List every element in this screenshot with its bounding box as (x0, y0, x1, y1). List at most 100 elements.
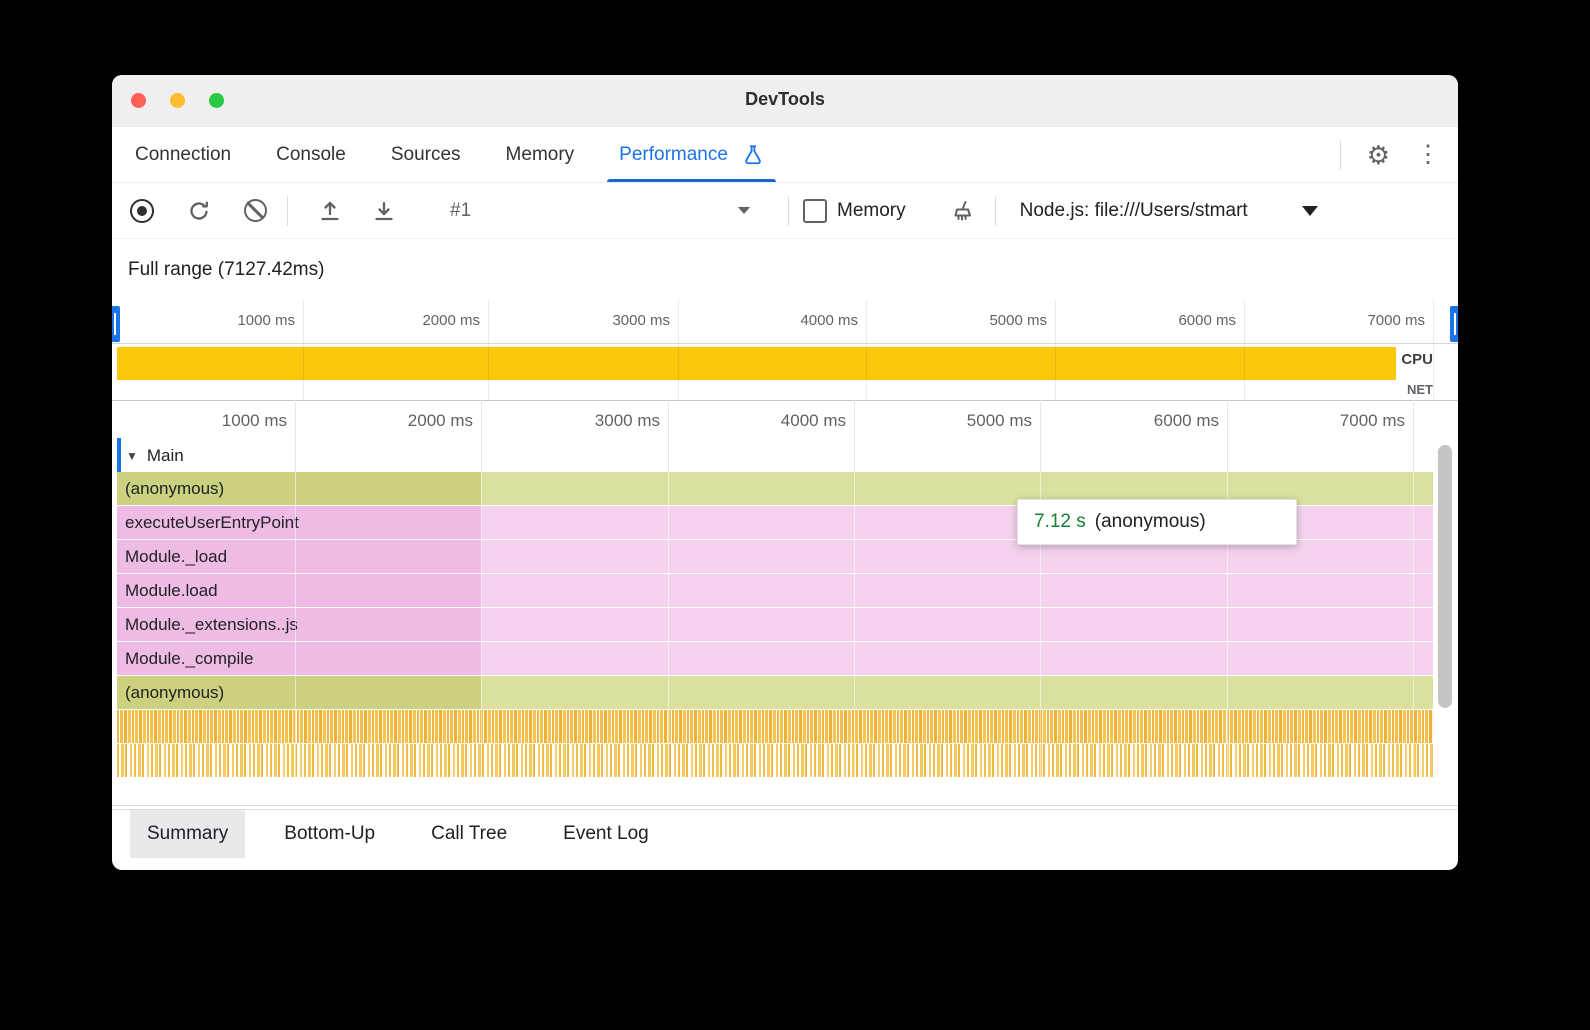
flame-bar[interactable]: Module._compile (117, 642, 1433, 675)
gridline (854, 472, 855, 777)
cpu-activity-bar[interactable] (117, 347, 1396, 380)
performance-toolbar: #1 Memory Node.js: file:///Users/stmart (112, 183, 1458, 239)
full-range-label: Full range (7127.42ms) (128, 259, 325, 280)
gridline (866, 300, 867, 400)
flame-bar[interactable]: Module._extensions..js (117, 608, 1433, 641)
tab-memory[interactable]: Memory (505, 143, 575, 165)
vertical-scrollbar[interactable] (1438, 445, 1452, 708)
javascript-vm-instance-value: Node.js: file:///Users/stmart (1019, 199, 1248, 221)
flame-tooltip: 7.12 s (anonymous) (1017, 499, 1297, 545)
gridline (1244, 300, 1245, 400)
tooltip-label: (anonymous) (1094, 511, 1206, 532)
details-tab-bar: Summary Bottom-Up Call Tree Event Log (112, 809, 1458, 858)
devtools-tab-bar: Connection Console Sources Memory Perfor… (112, 127, 1458, 183)
flame-tick: 5000 ms (966, 411, 1032, 430)
overview-tick: 3000 ms (612, 312, 670, 329)
main-track-header[interactable]: ▼ Main (126, 440, 184, 472)
overview-tick: 2000 ms (422, 312, 480, 329)
tab-summary[interactable]: Summary (130, 810, 246, 858)
cpu-track-label: CPU (1401, 351, 1433, 368)
flame-bar[interactable]: Module.load (117, 574, 1433, 607)
gridline (295, 400, 296, 472)
fullscreen-window-button[interactable] (209, 93, 224, 108)
gridline (1227, 472, 1228, 777)
range-handle-right[interactable] (1450, 306, 1458, 342)
tab-bottom-up[interactable]: Bottom-Up (284, 823, 376, 844)
record-icon[interactable] (130, 198, 154, 223)
chevron-down-icon (738, 207, 750, 214)
flame-bar-label: (anonymous) (125, 479, 225, 498)
flame-bar-label: Module._compile (125, 649, 254, 668)
flame-activity-band[interactable] (117, 744, 1433, 777)
flame-bar[interactable]: Module._load (117, 540, 1433, 573)
collapse-triangle-icon: ▼ (126, 449, 138, 463)
gridline (1413, 400, 1414, 472)
tab-bar-right-controls: ⚙ ⋮ (1339, 127, 1458, 182)
minimize-window-button[interactable] (170, 93, 185, 108)
save-profile-icon[interactable] (372, 199, 396, 223)
overview-tick: 6000 ms (1178, 312, 1236, 329)
reload-and-record-icon[interactable] (187, 199, 211, 223)
gridline (1040, 400, 1041, 472)
profile-select[interactable]: #1 (436, 192, 764, 230)
divider (112, 343, 1458, 344)
divider (1339, 139, 1341, 170)
gridline (678, 300, 679, 400)
flame-activity-band[interactable] (117, 710, 1433, 743)
close-window-button[interactable] (131, 93, 146, 108)
divider (112, 805, 1458, 806)
gridline (488, 300, 489, 400)
divider (287, 195, 288, 226)
tab-connection[interactable]: Connection (135, 143, 232, 165)
gridline (854, 400, 855, 472)
javascript-vm-instance-select[interactable]: Node.js: file:///Users/stmart (1020, 200, 1318, 222)
clear-icon[interactable] (244, 199, 267, 222)
divider (994, 195, 996, 226)
memory-checkbox-label: Memory (837, 199, 906, 221)
gridline (668, 472, 669, 777)
tab-event-log[interactable]: Event Log (563, 823, 649, 844)
memory-checkbox[interactable] (803, 198, 827, 223)
net-track (112, 381, 1458, 401)
window-title: DevTools (745, 89, 825, 109)
divider (788, 195, 789, 226)
tooltip-duration: 7.12 s (1034, 511, 1086, 532)
flame-bar-label: Module._extensions..js (125, 615, 298, 634)
collect-garbage-icon[interactable] (951, 199, 975, 223)
net-track-label: NET (1407, 382, 1433, 397)
load-profile-icon[interactable] (318, 199, 342, 223)
range-handle-left[interactable] (112, 306, 120, 342)
gridline (1433, 300, 1434, 400)
flame-tick: 1000 ms (221, 411, 287, 430)
flame-tick: 7000 ms (1339, 411, 1405, 430)
flame-tick: 4000 ms (780, 411, 846, 430)
gridline (295, 472, 296, 777)
flame-tick: 3000 ms (594, 411, 660, 430)
tab-performance-label: Performance (619, 143, 728, 165)
flame-bar-label: executeUserEntryPoint (125, 513, 299, 532)
gridline (303, 300, 304, 400)
gridline (1413, 472, 1414, 777)
gridline (1040, 472, 1041, 777)
tab-call-tree[interactable]: Call Tree (431, 823, 508, 844)
tab-sources[interactable]: Sources (390, 143, 461, 165)
tab-performance[interactable]: Performance (607, 127, 776, 182)
overview-tick: 1000 ms (237, 312, 295, 329)
overview-tick: 4000 ms (800, 312, 858, 329)
gridline (1055, 300, 1056, 400)
more-options-icon[interactable]: ⋮ (1416, 140, 1440, 168)
flame-tick: 6000 ms (1153, 411, 1219, 430)
gridline (481, 400, 482, 472)
overview-tick: 7000 ms (1367, 312, 1425, 329)
profile-select-value: #1 (450, 199, 472, 221)
devtools-window: DevTools Connection Console Sources Memo… (112, 75, 1458, 870)
flame-bar-label: Module.load (125, 581, 218, 600)
flame-bar[interactable]: (anonymous) (117, 676, 1433, 709)
track-name: Main (146, 446, 184, 465)
gridline (481, 472, 482, 777)
tab-console[interactable]: Console (276, 143, 346, 165)
settings-gear-icon[interactable]: ⚙ (1366, 139, 1390, 170)
experiment-flask-icon (745, 144, 761, 164)
flame-bar-label: (anonymous) (125, 683, 225, 702)
gridline (1227, 400, 1228, 472)
